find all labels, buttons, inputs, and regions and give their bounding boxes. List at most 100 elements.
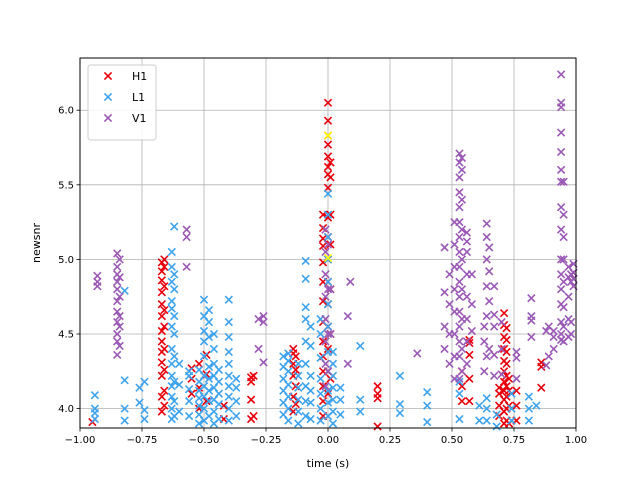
data-point [323, 398, 333, 407]
data-point [301, 411, 310, 421]
data-point [184, 396, 194, 406]
data-point [489, 310, 499, 319]
x-axis-label: time (s) [307, 457, 350, 470]
data-point [537, 358, 546, 367]
data-point [467, 300, 477, 309]
data-point [502, 382, 511, 391]
data-point [480, 367, 489, 376]
data-point [489, 282, 499, 291]
data-point [445, 359, 454, 369]
data-point [549, 344, 558, 354]
data-point [489, 322, 499, 331]
data-point [318, 297, 328, 306]
data-point [316, 416, 325, 425]
data-point [306, 386, 315, 395]
data-point [291, 399, 300, 409]
data-point [323, 344, 333, 354]
data-point [455, 337, 464, 346]
data-point [291, 352, 300, 361]
x-tick-label: 0.00 [317, 435, 339, 446]
data-point [450, 285, 459, 294]
data-point [485, 297, 494, 306]
data-point [512, 386, 521, 395]
data-point [323, 255, 333, 264]
data-point [113, 317, 122, 327]
data-point [373, 389, 382, 398]
data-point [175, 407, 184, 416]
data-point [175, 380, 184, 389]
data-point [323, 329, 333, 339]
data-point [328, 407, 338, 416]
data-point [455, 377, 464, 386]
data-point [323, 210, 333, 219]
data-point [115, 311, 124, 321]
data-point [301, 359, 310, 369]
data-point [492, 410, 501, 419]
data-point [328, 359, 338, 369]
data-point [301, 396, 310, 406]
data-point [224, 317, 233, 327]
data-point [301, 314, 310, 324]
data-point [455, 389, 464, 398]
data-point [167, 371, 176, 380]
data-point [559, 210, 568, 219]
data-point [524, 392, 534, 401]
data-point [209, 407, 219, 416]
data-point [482, 282, 491, 291]
data-point [284, 416, 293, 425]
data-point [556, 329, 566, 339]
y-tick-label: 4.0 [58, 404, 74, 415]
data-point [455, 173, 464, 182]
data-point [170, 396, 179, 406]
data-point [556, 165, 566, 175]
data-point [482, 393, 491, 403]
data-point [294, 359, 303, 369]
data-point [167, 359, 176, 369]
data-point [209, 329, 219, 339]
data-point [559, 177, 568, 186]
data-point [306, 322, 315, 331]
data-point [184, 367, 194, 376]
data-point [482, 232, 491, 242]
data-point [167, 262, 176, 272]
data-point [549, 326, 558, 336]
data-point [160, 282, 169, 291]
data-point [157, 288, 167, 297]
data-point [160, 255, 169, 264]
data-point [259, 317, 268, 327]
data-point [467, 326, 477, 336]
data-point [113, 262, 122, 272]
data-point [440, 322, 449, 331]
y-axis-ticks: 4.0 4.5 5.0 5.5 6.0 [58, 106, 80, 415]
data-point [224, 359, 233, 369]
data-point [507, 389, 516, 398]
data-point [157, 392, 167, 401]
data-point [140, 414, 149, 424]
data-point [455, 277, 464, 286]
x-tick-label: −0.50 [189, 435, 220, 446]
data-point [321, 359, 330, 369]
data-point [224, 347, 233, 357]
data-point [482, 416, 491, 425]
data-point [455, 232, 464, 242]
data-point [323, 140, 333, 149]
data-point [556, 285, 566, 294]
data-point [167, 392, 176, 401]
data-point [497, 344, 506, 354]
data-point [467, 270, 477, 279]
data-point [457, 165, 467, 175]
data-point [524, 404, 534, 413]
legend-marker-l1 [103, 92, 113, 102]
data-point [457, 153, 467, 163]
x-tick-label: 0.50 [441, 435, 463, 446]
data-point [113, 285, 122, 294]
data-point [184, 385, 194, 394]
data-point [499, 308, 509, 318]
data-point [482, 255, 491, 264]
data-point [214, 389, 224, 398]
data-point [167, 304, 176, 313]
data-point [160, 262, 169, 272]
data-point [440, 243, 449, 252]
data-point [326, 285, 335, 294]
data-point [194, 401, 204, 410]
